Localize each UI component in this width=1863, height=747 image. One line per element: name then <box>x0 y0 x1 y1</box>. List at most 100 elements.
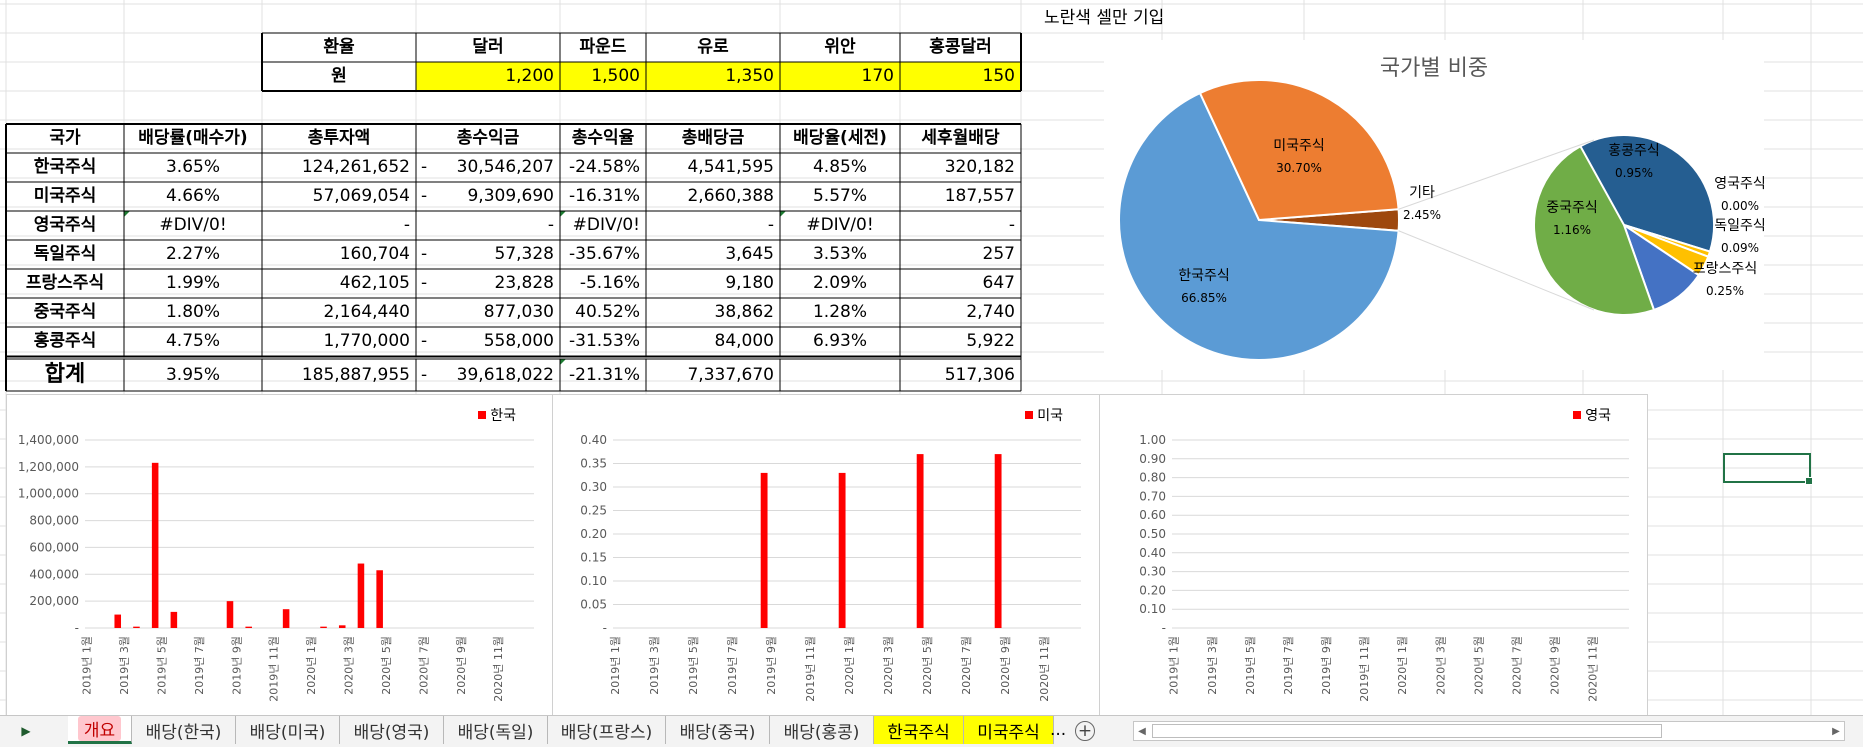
table-value-cell[interactable]: 4.75% <box>165 331 220 351</box>
worksheet[interactable]: 환율 달러 파운드 유로 위안 홍콩달러 원 1,200 1,500 1,350 170 150 국가 배… <box>0 0 1863 715</box>
table-value-cell[interactable]: 187,557 <box>944 186 1015 206</box>
note-cell[interactable]: 노란색 셀만 기입 <box>1044 7 1165 28</box>
table-value-cell[interactable]: 3.53% <box>812 244 867 264</box>
table-value-cell[interactable]: 2,660,388 <box>687 186 774 206</box>
table-value-cell[interactable]: 2,164,440 <box>323 302 410 322</box>
table-value-cell[interactable]: - <box>547 215 554 235</box>
fx-rate-input[interactable]: 150 <box>900 62 1021 91</box>
table-value-cell[interactable]: 1,770,000 <box>323 331 410 351</box>
table-value-cell[interactable]: 4.85% <box>812 157 867 177</box>
table-value-cell[interactable]: 5.57% <box>812 186 867 206</box>
total-value-cell[interactable]: 3.95% <box>165 364 220 385</box>
error-indicator-icon[interactable] <box>780 211 786 217</box>
table-value-cell[interactable]: 4.66% <box>165 186 220 206</box>
table-value-cell[interactable]: 462,105 <box>339 273 410 293</box>
table-header-cell[interactable]: 배당률(매수가) <box>138 128 248 148</box>
table-value-cell[interactable]: 38,862 <box>714 302 774 322</box>
country-cell[interactable]: 독일주식 <box>33 244 97 264</box>
error-indicator-icon[interactable] <box>560 211 566 217</box>
table-value-cell[interactable]: 57,328- <box>421 244 554 264</box>
selected-cell[interactable] <box>1723 453 1813 485</box>
fx-rate-input[interactable]: 1,350 <box>646 62 780 91</box>
table-value-cell[interactable]: 877,030 <box>483 302 554 322</box>
add-sheet-button[interactable]: + <box>1075 721 1095 741</box>
table-value-cell[interactable]: 57,069,054 <box>312 186 410 206</box>
bar-chart-uk[interactable]: - 0.10 0.20 0.30 0.40 0.50 0.60 0.70 0.80 0.90 1.0… <box>1099 394 1648 715</box>
total-value-cell[interactable]: -21.31% <box>560 359 646 391</box>
table-value-cell[interactable]: 2,740 <box>966 302 1015 322</box>
horizontal-scrollbar[interactable]: ◀ ▶ <box>1133 721 1845 741</box>
fx-row-label[interactable]: 원 <box>331 66 347 86</box>
total-value-cell[interactable]: 39,618,022- <box>421 364 554 385</box>
fx-rate-input[interactable]: 1,200 <box>416 62 560 91</box>
table-value-cell[interactable]: -31.53% <box>569 331 640 351</box>
sheet-tab[interactable]: 배당(홍콩) <box>770 716 874 744</box>
tab-scroll-right-icon[interactable]: ▶ <box>21 724 31 738</box>
table-value-cell[interactable]: #DIV/0! <box>780 211 900 240</box>
table-value-cell[interactable]: 558,000- <box>421 331 554 351</box>
total-value-cell[interactable] <box>780 359 900 391</box>
table-value-cell[interactable]: -24.58% <box>569 157 640 177</box>
total-value-cell[interactable]: 7,337,670 <box>687 364 774 385</box>
tab-overflow-indicator[interactable]: ... <box>1050 720 1067 740</box>
fill-handle[interactable] <box>1805 477 1813 485</box>
error-indicator-icon[interactable] <box>560 359 566 365</box>
table-header-cell[interactable]: 총수익금 <box>456 128 520 148</box>
table-value-cell[interactable]: -16.31% <box>569 186 640 206</box>
table-value-cell[interactable]: 9,309,690- <box>421 186 554 206</box>
sheet-tab[interactable]: 미국주식 <box>964 716 1054 744</box>
table-header-cell[interactable]: 국가 <box>49 128 81 148</box>
error-indicator-icon[interactable] <box>124 211 130 217</box>
table-value-cell[interactable]: 40.52% <box>575 302 640 322</box>
table-value-cell[interactable]: 5,922 <box>966 331 1015 351</box>
sheet-tab[interactable]: 배당(중국) <box>666 716 770 744</box>
country-cell[interactable]: 홍콩주식 <box>33 331 97 351</box>
sheet-tab[interactable]: 배당(프랑스) <box>548 716 666 744</box>
table-value-cell[interactable]: 1.80% <box>165 302 220 322</box>
country-cell[interactable]: 영국주식 <box>33 215 97 235</box>
total-value-cell[interactable]: 185,887,955 <box>301 364 410 385</box>
sheet-tab[interactable]: 배당(독일) <box>444 716 548 744</box>
table-value-cell[interactable]: 84,000 <box>714 331 774 351</box>
country-cell[interactable]: 프랑스주식 <box>25 273 105 293</box>
table-value-cell[interactable]: -5.16% <box>579 273 640 293</box>
table-value-cell[interactable]: - <box>1008 215 1015 235</box>
sheet-tab[interactable]: 배당(영국) <box>340 716 444 744</box>
table-value-cell[interactable]: #DIV/0! <box>124 211 262 240</box>
total-label[interactable]: 합계 <box>44 362 86 387</box>
table-value-cell[interactable]: 6.93% <box>812 331 867 351</box>
scroll-right-icon[interactable]: ▶ <box>1832 725 1840 737</box>
country-cell[interactable]: 한국주식 <box>33 157 97 177</box>
sheet-tab[interactable]: 배당(한국) <box>132 716 236 744</box>
table-value-cell[interactable]: - <box>403 215 410 235</box>
table-value-cell[interactable]: #DIV/0! <box>560 211 646 240</box>
table-value-cell[interactable]: 320,182 <box>944 157 1015 177</box>
fx-header-cell[interactable]: 파운드 <box>579 37 627 57</box>
sheet-tab[interactable]: 개요 <box>68 716 132 744</box>
table-header-cell[interactable]: 세후월배당 <box>921 128 1000 148</box>
chart-legend[interactable]: 미국 <box>1025 405 1063 425</box>
fx-header-cell[interactable]: 홍콩달러 <box>929 37 992 57</box>
table-value-cell[interactable]: 3,645 <box>725 244 774 264</box>
table-value-cell[interactable]: 1.99% <box>165 273 220 293</box>
table-value-cell[interactable]: 1.28% <box>812 302 867 322</box>
table-value-cell[interactable]: 30,546,207- <box>421 157 554 177</box>
fx-header-cell[interactable]: 달러 <box>472 37 504 57</box>
table-header-cell[interactable]: 배당율(세전) <box>793 128 887 148</box>
fx-header-cell[interactable]: 환율 <box>323 37 355 57</box>
table-value-cell[interactable]: 3.65% <box>165 157 220 177</box>
bar-chart-usa[interactable]: - 0.05 0.10 0.15 0.20 0.25 0.30 0.35 0.40 2019년 1… <box>552 394 1100 715</box>
chart-legend[interactable]: 영국 <box>1573 405 1611 425</box>
table-value-cell[interactable]: 647 <box>982 273 1015 293</box>
table-value-cell[interactable]: 9,180 <box>725 273 774 293</box>
table-value-cell[interactable]: 2.27% <box>165 244 220 264</box>
country-cell[interactable]: 중국주식 <box>33 302 97 322</box>
chart-legend[interactable]: 한국 <box>478 405 516 425</box>
table-header-cell[interactable]: 총배당금 <box>681 128 745 148</box>
fx-header-cell[interactable]: 유로 <box>697 37 729 57</box>
table-value-cell[interactable]: 2.09% <box>812 273 867 293</box>
table-header-cell[interactable]: 총투자액 <box>307 128 371 148</box>
sheet-tab[interactable]: 한국주식 <box>874 716 964 744</box>
scrollbar-thumb[interactable] <box>1152 724 1662 738</box>
pie-of-pie-chart[interactable]: 국가별 비중 한국주식 66.85% 미국주식 30.70% 기타 2.45% 홍콩주식 0.9… <box>1104 40 1764 370</box>
